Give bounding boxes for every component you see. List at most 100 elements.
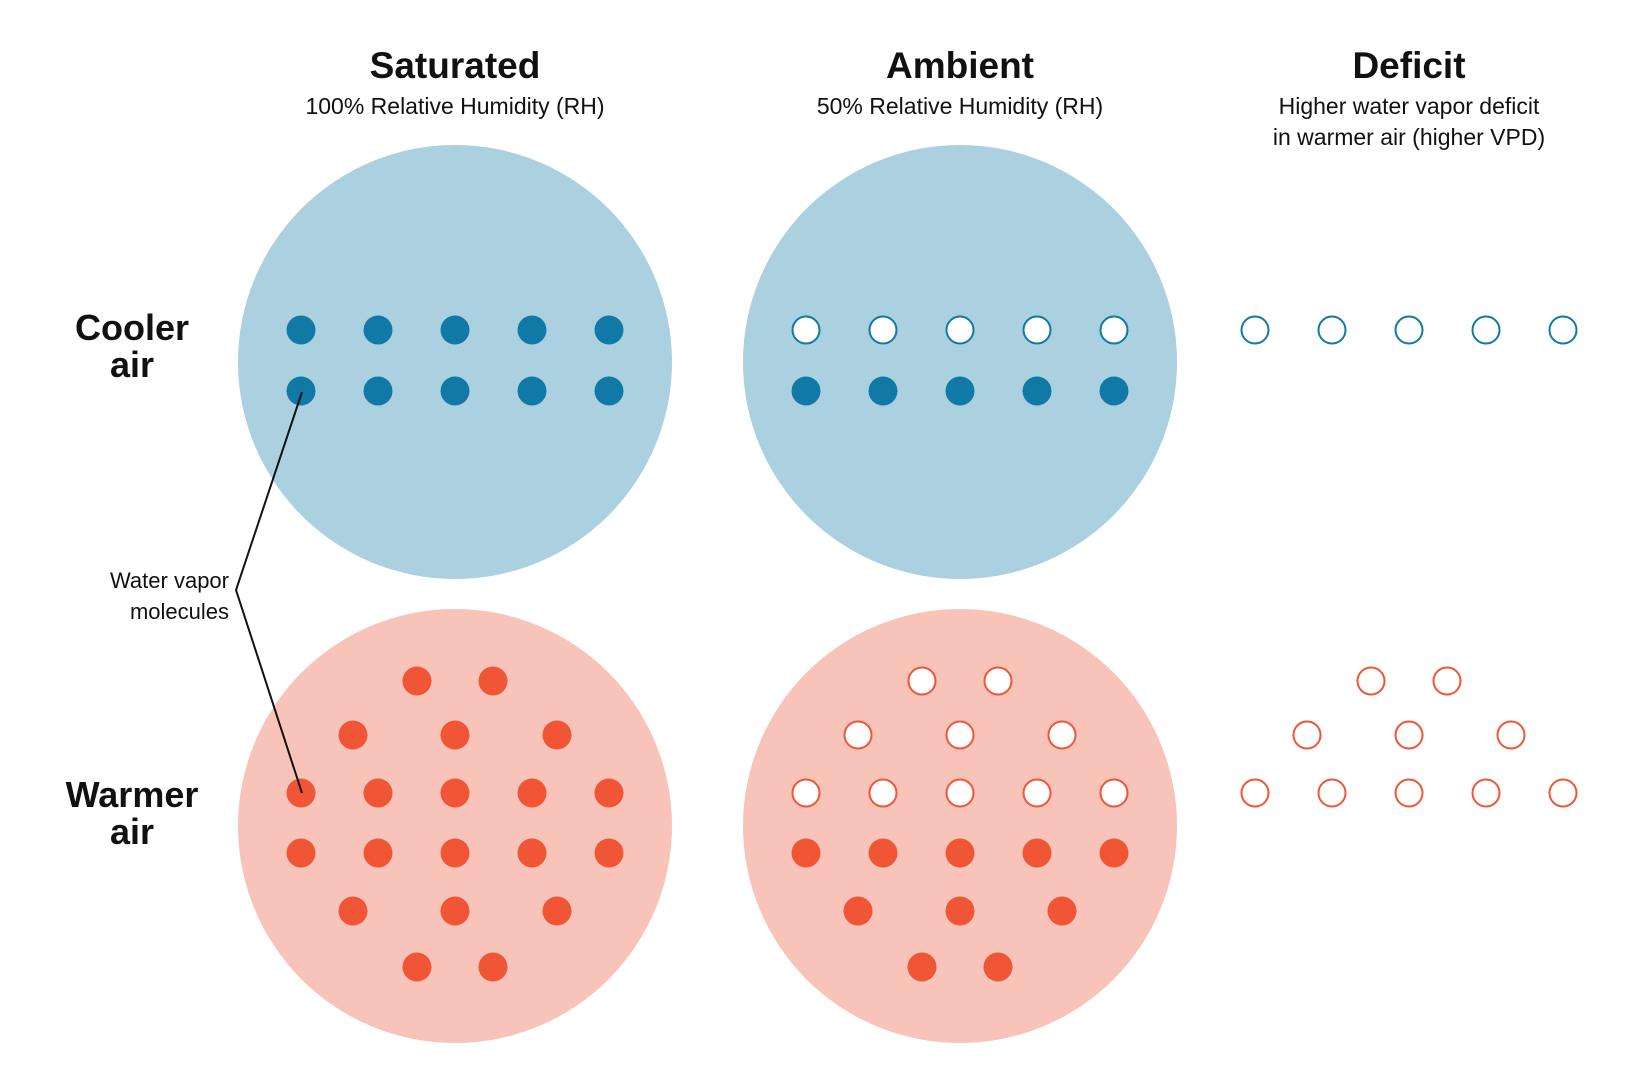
warmer-air-saturated-circle [238, 609, 672, 1043]
molecule-warmer-deficit [1240, 778, 1270, 808]
molecule-warmer-saturated [363, 838, 393, 868]
molecule-warmer-ambient-empty [907, 666, 937, 696]
molecule-cooler-deficit [1394, 315, 1424, 345]
molecule-cooler-deficit [1548, 315, 1578, 345]
molecule-warmer-deficit [1317, 778, 1347, 808]
molecule-warmer-saturated [402, 666, 432, 696]
molecule-cooler-ambient [791, 376, 821, 406]
row-label-warmer-line-1: Warmer [66, 774, 199, 815]
molecule-cooler-deficit [1471, 315, 1501, 345]
molecule-warmer-saturated [440, 838, 470, 868]
molecule-warmer-ambient [1099, 838, 1129, 868]
molecule-warmer-deficit [1356, 666, 1386, 696]
molecule-warmer-saturated [338, 720, 368, 750]
row-label-cooler-line-2: air [110, 344, 154, 385]
water-vapor-annotation: Water vapor molecules [110, 391, 303, 794]
molecule-warmer-deficit [1292, 720, 1322, 750]
molecule-warmer-saturated [594, 838, 624, 868]
molecule-warmer-ambient [945, 896, 975, 926]
molecule-cooler-saturated [594, 376, 624, 406]
molecule-cooler-ambient [868, 376, 898, 406]
molecule-warmer-ambient-empty [1099, 778, 1129, 808]
column-subtitle-saturated: 100% Relative Humidity (RH) [305, 93, 604, 119]
molecule-cooler-saturated [517, 376, 547, 406]
molecule-warmer-saturated [440, 778, 470, 808]
molecule-warmer-saturated [478, 666, 508, 696]
molecule-cooler-ambient [1022, 376, 1052, 406]
molecule-cooler-ambient [945, 376, 975, 406]
molecule-cooler-ambient [1099, 376, 1129, 406]
molecule-warmer-saturated [440, 896, 470, 926]
water-vapor-molecules [286, 315, 1578, 982]
molecule-cooler-saturated [363, 376, 393, 406]
cooler-air-saturated-circle [238, 145, 672, 579]
molecule-warmer-saturated [402, 952, 432, 982]
molecule-cooler-saturated [517, 315, 547, 345]
molecule-warmer-ambient [868, 838, 898, 868]
molecule-warmer-deficit [1548, 778, 1578, 808]
annotation-leader-line [234, 391, 303, 794]
molecule-warmer-deficit [1394, 720, 1424, 750]
column-title-saturated: Saturated [370, 45, 541, 86]
column-header-saturated: Saturated 100% Relative Humidity (RH) [305, 45, 604, 119]
column-subtitle-ambient: 50% Relative Humidity (RH) [817, 93, 1103, 119]
molecule-warmer-ambient-empty [1022, 778, 1052, 808]
molecule-warmer-ambient-empty [791, 778, 821, 808]
molecule-warmer-deficit [1496, 720, 1526, 750]
molecule-cooler-ambient-empty [945, 315, 975, 345]
annotation-label-line-1: Water vapor [110, 568, 229, 593]
molecule-warmer-ambient-empty [868, 778, 898, 808]
molecule-cooler-deficit [1317, 315, 1347, 345]
molecule-warmer-ambient [791, 838, 821, 868]
molecule-warmer-saturated [542, 720, 572, 750]
molecule-warmer-deficit [1471, 778, 1501, 808]
column-header-ambient: Ambient 50% Relative Humidity (RH) [817, 45, 1103, 119]
column-subtitle-deficit-line-1: Higher water vapor deficit [1279, 93, 1540, 119]
molecule-warmer-saturated [338, 896, 368, 926]
row-label-warmer: Warmer air [66, 774, 199, 852]
molecule-warmer-saturated [517, 838, 547, 868]
molecule-warmer-saturated [594, 778, 624, 808]
molecule-warmer-ambient-empty [945, 720, 975, 750]
molecule-warmer-ambient [983, 952, 1013, 982]
row-label-cooler: Cooler air [75, 307, 189, 385]
molecule-warmer-saturated [542, 896, 572, 926]
column-subtitle-deficit-line-2: in warmer air (higher VPD) [1273, 124, 1545, 150]
column-header-deficit: Deficit Higher water vapor deficit in wa… [1273, 45, 1545, 150]
molecule-warmer-ambient [843, 896, 873, 926]
molecule-warmer-deficit [1432, 666, 1462, 696]
molecule-warmer-ambient-empty [843, 720, 873, 750]
row-label-warmer-line-2: air [110, 811, 154, 852]
molecule-warmer-saturated [286, 838, 316, 868]
molecule-warmer-saturated [363, 778, 393, 808]
molecule-warmer-ambient [907, 952, 937, 982]
molecule-warmer-saturated [517, 778, 547, 808]
column-title-deficit: Deficit [1352, 45, 1465, 86]
column-title-ambient: Ambient [886, 45, 1034, 86]
warmer-air-ambient-circle [743, 609, 1177, 1043]
molecule-cooler-deficit [1240, 315, 1270, 345]
molecule-cooler-ambient-empty [791, 315, 821, 345]
molecule-warmer-ambient [1022, 838, 1052, 868]
molecule-cooler-saturated [440, 315, 470, 345]
molecule-warmer-ambient [945, 838, 975, 868]
molecule-cooler-saturated [594, 315, 624, 345]
molecule-warmer-ambient [1047, 896, 1077, 926]
molecule-cooler-ambient-empty [1099, 315, 1129, 345]
molecule-cooler-saturated [440, 376, 470, 406]
molecule-cooler-ambient-empty [1022, 315, 1052, 345]
annotation-label-line-2: molecules [130, 599, 229, 624]
row-label-cooler-line-1: Cooler [75, 307, 189, 348]
molecule-warmer-ambient-empty [1047, 720, 1077, 750]
molecule-cooler-saturated [286, 315, 316, 345]
molecule-cooler-saturated [286, 376, 316, 406]
molecule-warmer-saturated [478, 952, 508, 982]
cooler-air-ambient-circle [743, 145, 1177, 579]
molecule-cooler-ambient-empty [868, 315, 898, 345]
molecule-warmer-deficit [1394, 778, 1424, 808]
molecule-cooler-saturated [363, 315, 393, 345]
molecule-warmer-ambient-empty [945, 778, 975, 808]
molecule-warmer-saturated [440, 720, 470, 750]
molecule-warmer-ambient-empty [983, 666, 1013, 696]
